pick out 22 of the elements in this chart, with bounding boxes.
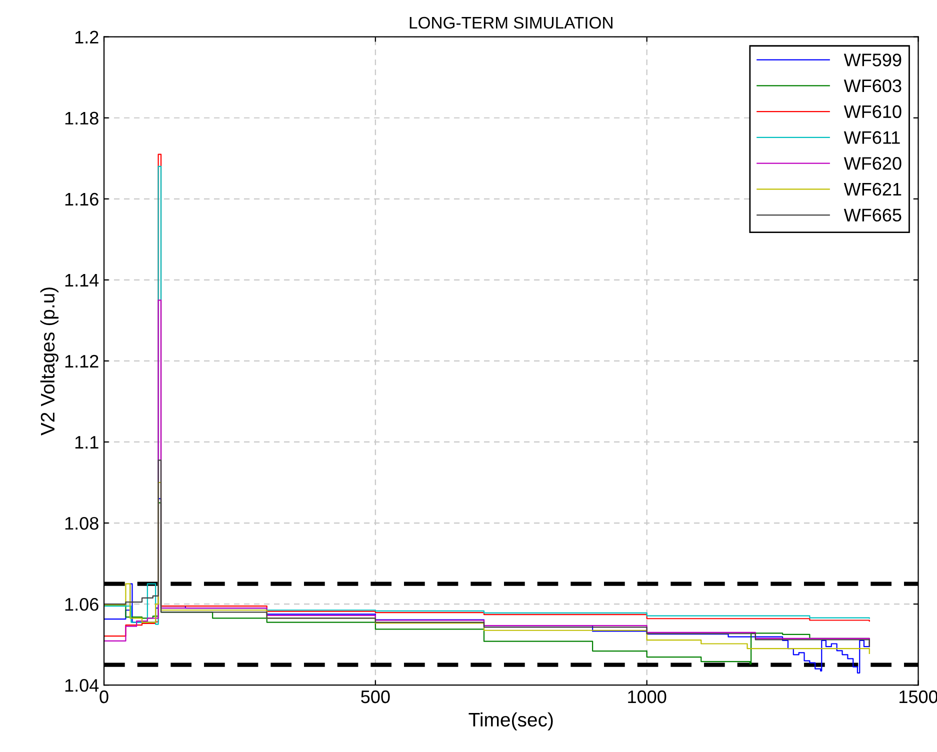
legend-label: WF611 [844, 131, 900, 144]
y-axis-title: V2 Voltages (p.u) [40, 288, 58, 436]
y-tick-label: 1.06 [65, 598, 98, 611]
y-tick-label: 1.16 [65, 192, 98, 206]
legend-label: WF665 [844, 208, 902, 222]
y-tick-label: 1.04 [65, 679, 99, 692]
legend-label: WF621 [844, 182, 902, 196]
y-tick-label: 1.18 [65, 112, 98, 125]
y-tick-label: 1.12 [65, 354, 98, 368]
x-tick-label: 500 [361, 690, 390, 704]
y-tick-label: 1.2 [75, 30, 98, 44]
legend-label: WF603 [844, 79, 902, 92]
y-tick-label: 1.1 [75, 436, 98, 449]
legend-label: WF620 [844, 157, 902, 170]
legend-label: WF599 [844, 54, 902, 66]
legend-label: WF610 [844, 105, 902, 118]
x-tick-label: 0 [100, 690, 108, 704]
y-tick-label: 1.14 [65, 274, 99, 286]
chart-title: LONG-TERM SIMULATION [410, 16, 612, 29]
x-axis-title: Time(sec) [468, 712, 553, 730]
x-tick-label: 1000 [628, 690, 666, 704]
y-tick-label: 1.08 [65, 516, 98, 530]
